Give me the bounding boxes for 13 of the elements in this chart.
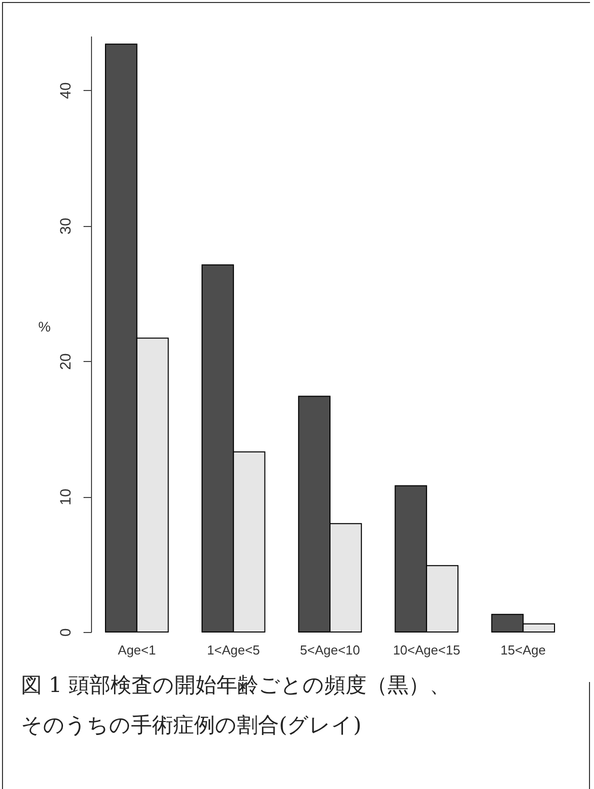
y-tick-label: 30 xyxy=(58,218,74,234)
caption: 図 1 頭部検査の開始年齢ごとの頻度（黒）、 xyxy=(21,672,451,699)
y-tick-label: 40 xyxy=(58,82,74,100)
x-tick-label: Age<1 xyxy=(118,642,156,658)
x-tick-label: 1<Age<5 xyxy=(207,642,260,658)
y-tick-label: 10 xyxy=(58,488,74,506)
x-tick-label: 15<Age xyxy=(500,642,546,658)
text: そのうちの手術症例の割合(グレイ) xyxy=(21,712,362,739)
y-axis-title: % xyxy=(38,318,51,334)
x-tick-label: 10<Age<15 xyxy=(392,642,460,658)
y-tick-label: 20 xyxy=(58,353,74,370)
y-tick-label: 0 xyxy=(58,628,74,637)
x-tick-label: 5<Age<10 xyxy=(300,642,360,658)
